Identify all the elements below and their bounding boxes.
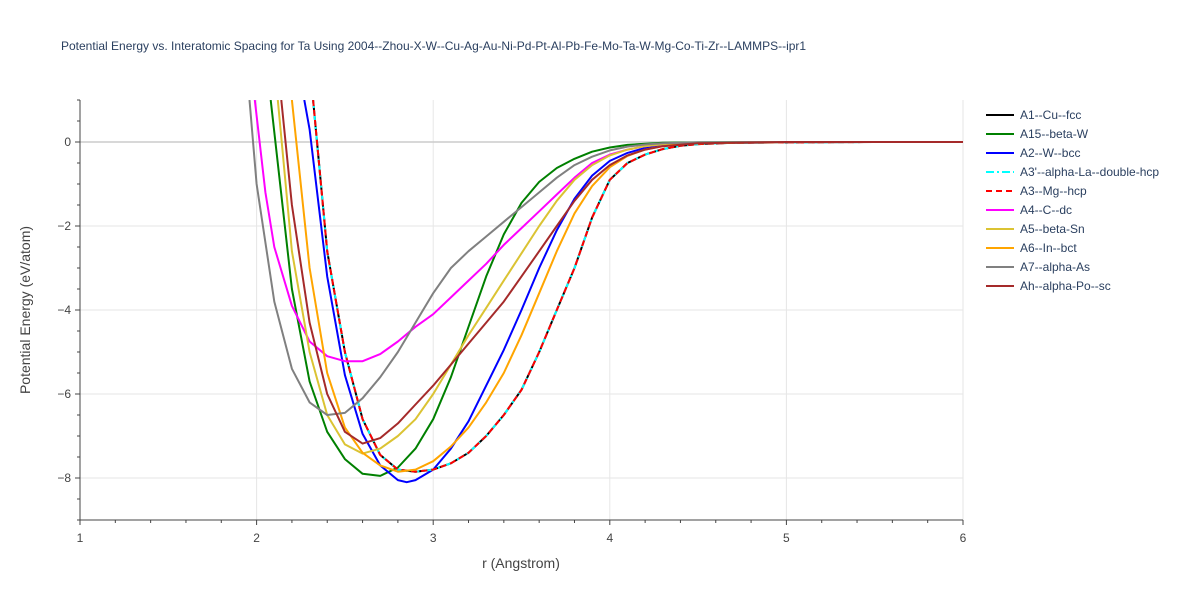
chart-title: Potential Energy vs. Interatomic Spacing… — [61, 39, 806, 53]
legend-item-0[interactable]: A1--Cu--fcc — [986, 108, 1081, 122]
x-tick-label: 6 — [960, 531, 967, 545]
legend[interactable]: A1--Cu--fcc A15--beta-W A2--W--bcc A3'--alp… — [986, 108, 1159, 293]
series-line-9 — [280, 100, 963, 445]
x-tick-labels: 1 2 3 4 5 6 — [77, 531, 967, 545]
legend-item-2[interactable]: A2--W--bcc — [986, 146, 1080, 160]
series-line-6 — [276, 100, 963, 455]
legend-item-3[interactable]: A3'--alpha-La--double-hcp — [986, 165, 1159, 179]
legend-item-4[interactable]: A3--Mg--hcp — [986, 184, 1087, 198]
legend-label: A7--alpha-As — [1020, 260, 1090, 274]
y-tick-label: −4 — [57, 303, 71, 317]
y-axis-title: Potential Energy (eV/atom) — [17, 226, 33, 394]
legend-label: A2--W--bcc — [1020, 146, 1080, 160]
legend-label: Ah--alpha-Po--sc — [1020, 279, 1111, 293]
x-tick-label: 3 — [430, 531, 437, 545]
y-tick-labels: −8 −6 −4 −2 0 — [57, 135, 71, 485]
x-tick-label: 1 — [77, 531, 84, 545]
y-tick-label: −6 — [57, 387, 71, 401]
y-tick-label: 0 — [64, 135, 71, 149]
legend-item-7[interactable]: A6--In--bct — [986, 241, 1077, 255]
legend-label: A4--C--dc — [1020, 203, 1072, 217]
legend-item-6[interactable]: A5--beta-Sn — [986, 222, 1085, 236]
legend-item-5[interactable]: A4--C--dc — [986, 203, 1072, 217]
legend-label: A15--beta-W — [1020, 127, 1089, 141]
series-line-2 — [303, 100, 963, 484]
legend-label: A6--In--bct — [1020, 241, 1077, 255]
y-tick-label: −8 — [57, 471, 71, 485]
series-layer — [248, 100, 963, 484]
x-axis-title: r (Angstrom) — [482, 555, 560, 571]
legend-label: A1--Cu--fcc — [1020, 108, 1081, 122]
legend-item-9[interactable]: Ah--alpha-Po--sc — [986, 279, 1111, 293]
y-tick-label: −2 — [57, 219, 71, 233]
legend-label: A3--Mg--hcp — [1020, 184, 1087, 198]
axes — [75, 99, 964, 525]
series-line-8 — [248, 100, 963, 416]
grid-lines — [80, 100, 964, 520]
x-tick-label: 5 — [783, 531, 790, 545]
legend-item-8[interactable]: A7--alpha-As — [986, 260, 1090, 274]
x-tick-label: 2 — [253, 531, 260, 545]
legend-item-1[interactable]: A15--beta-W — [986, 127, 1089, 141]
x-tick-label: 4 — [606, 531, 613, 545]
legend-label: A5--beta-Sn — [1020, 222, 1085, 236]
legend-label: A3'--alpha-La--double-hcp — [1020, 165, 1159, 179]
